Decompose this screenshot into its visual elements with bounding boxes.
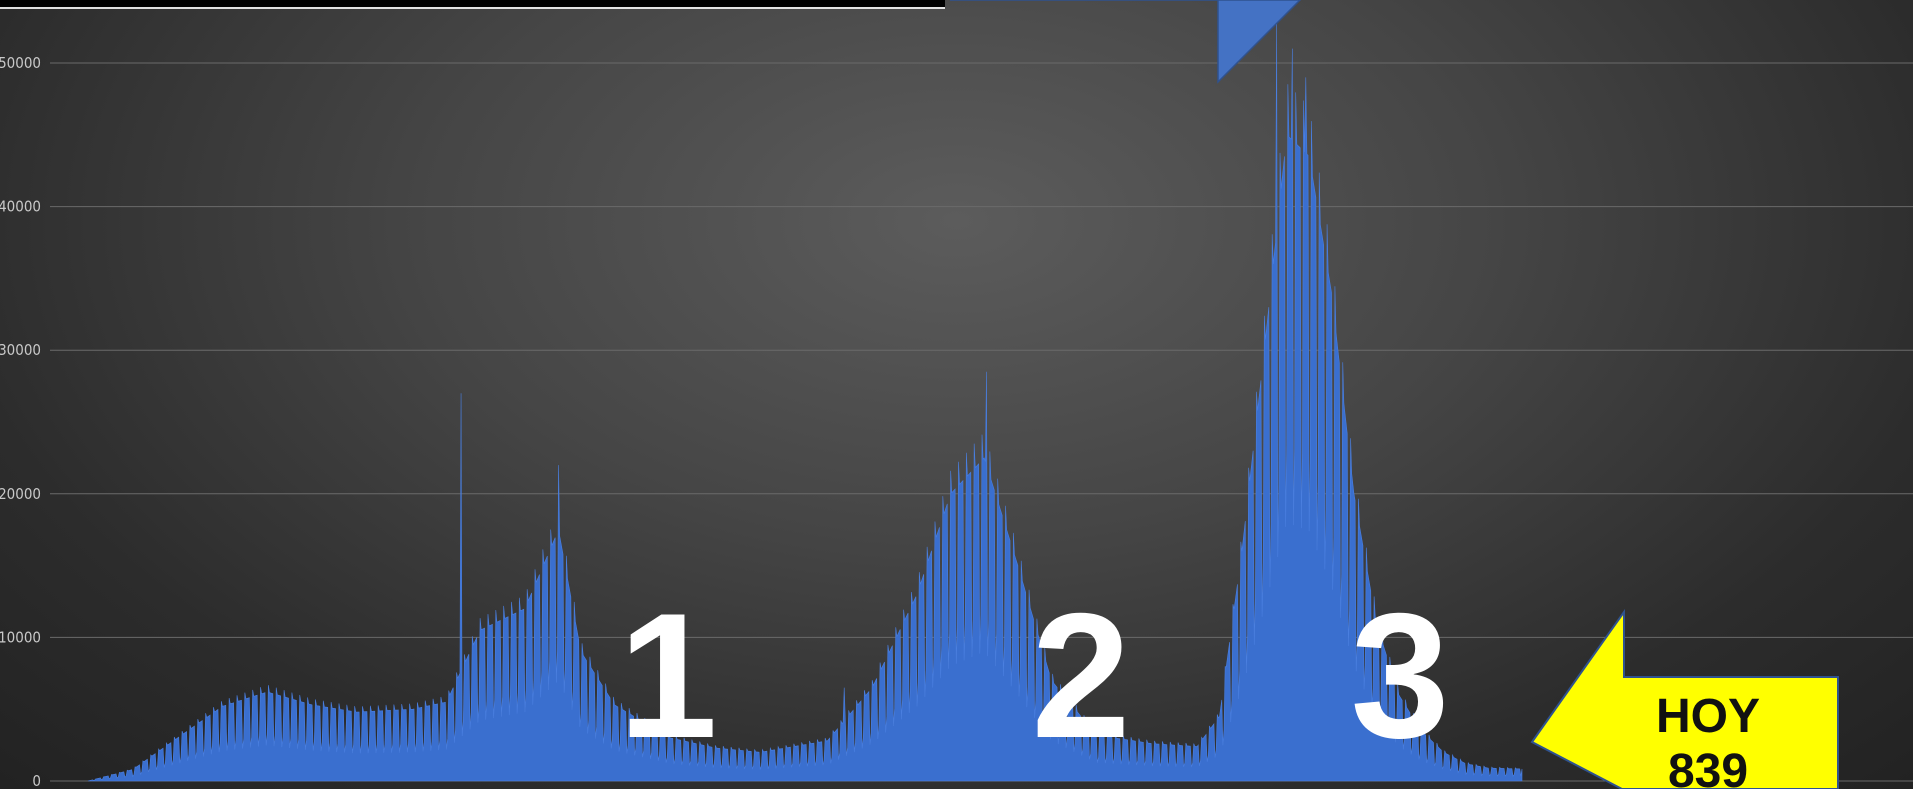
cases-series [87, 19, 1523, 782]
y-tick-label: 40000 [0, 198, 41, 216]
wave-label-1: 1 [619, 576, 718, 775]
y-tick-label: 20000 [0, 485, 41, 503]
today-callout-label: HOY [1656, 690, 1760, 743]
y-tick-label: 0 [32, 772, 41, 789]
top-arrow-shape [950, 0, 1302, 84]
wave-label-3: 3 [1351, 576, 1450, 775]
y-tick-label: 30000 [0, 341, 41, 359]
today-callout-value: 839 [1668, 745, 1748, 789]
wave-label-2: 2 [1032, 576, 1131, 775]
y-tick-label: 50000 [0, 54, 41, 72]
header-bar-underline [0, 7, 945, 9]
y-axis-ticks: 0 10000 20000 30000 40000 50000 [0, 54, 41, 789]
y-tick-label: 10000 [0, 628, 41, 646]
header-bar-edge [0, 0, 945, 7]
today-callout-arrow [1530, 608, 1839, 789]
cases-area [87, 19, 1523, 782]
